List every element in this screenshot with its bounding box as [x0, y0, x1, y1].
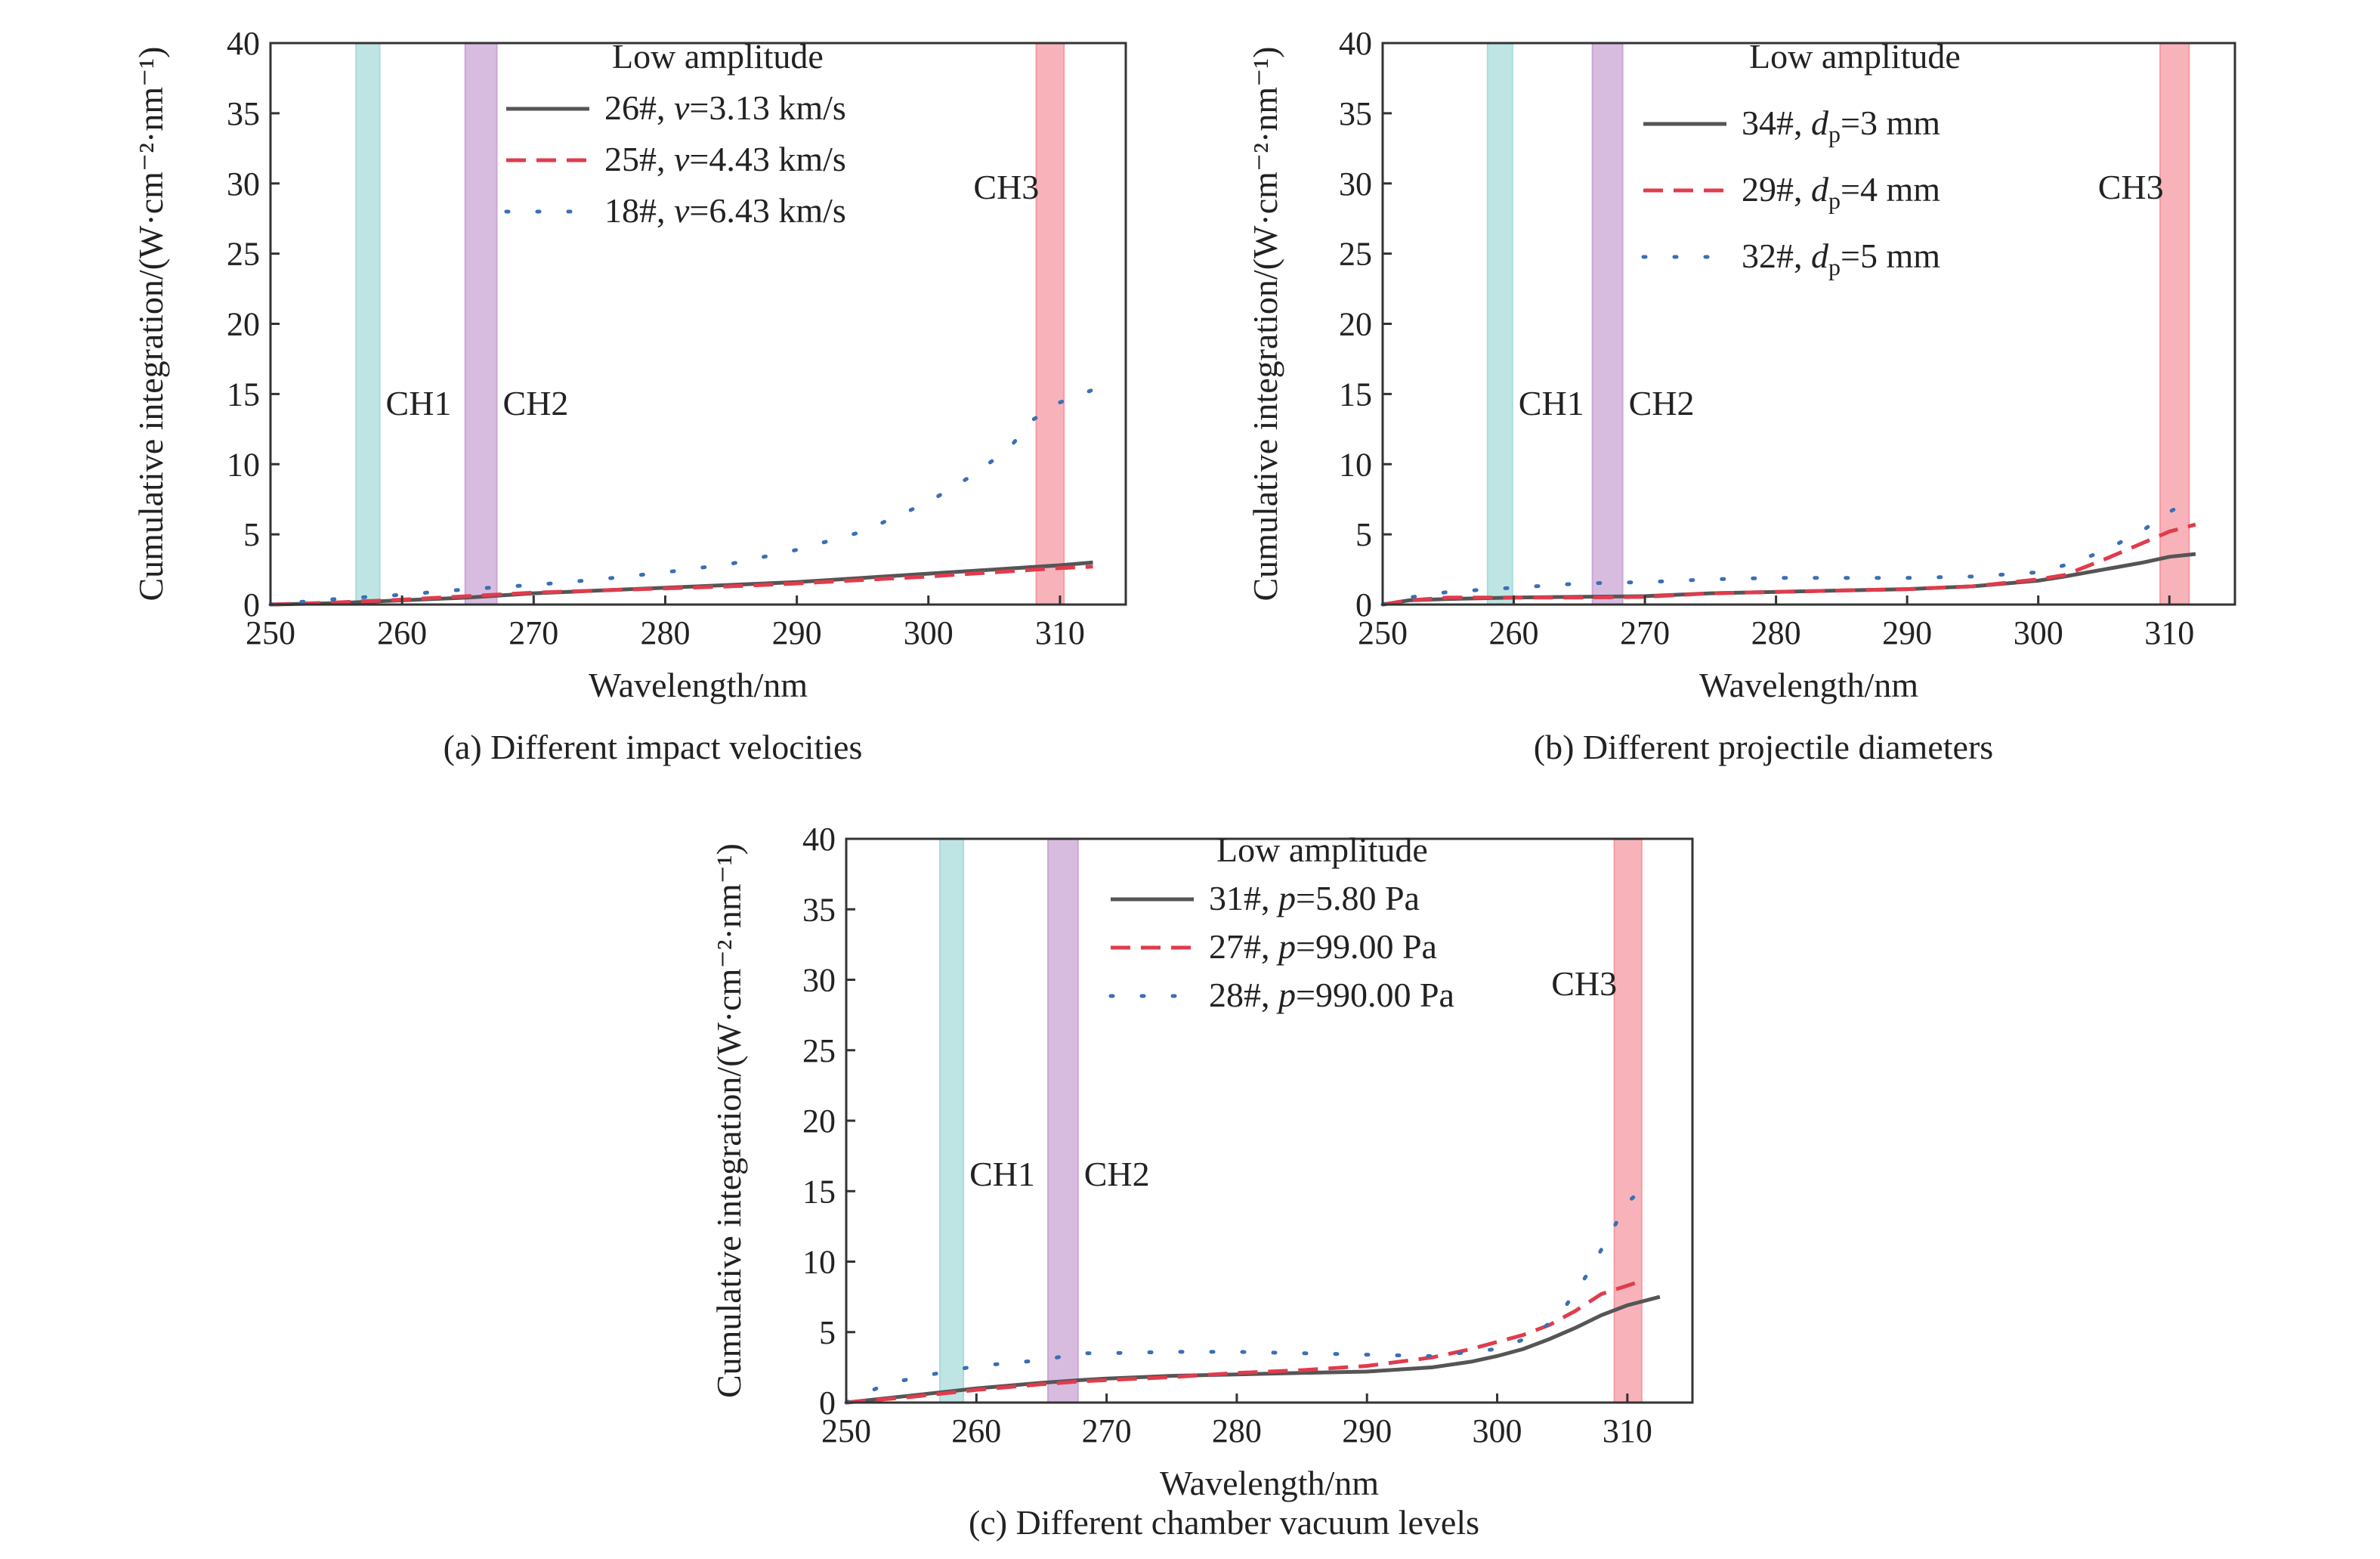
- plot-frame: [269, 42, 1127, 606]
- y-tick-label: 5: [819, 1314, 836, 1351]
- x-tick-label: 280: [1212, 1412, 1262, 1449]
- chart-panel-c: 250 260 270 280 290 300 310 0 5 10 15 20 25 30 35 40 Wav…: [709, 821, 1694, 1542]
- series-line-2: [1382, 522, 2196, 607]
- legend-entry: 29#, dp=4 mm: [1742, 170, 1940, 214]
- band-ch3: [2159, 42, 2190, 605]
- legend-title: Low amplitude: [612, 37, 824, 76]
- y-tick-label: 25: [1339, 236, 1372, 273]
- y-axis-label: Cumulative integration/(W·cm⁻²·nm⁻¹): [709, 843, 748, 1398]
- y-tick-label: 35: [1339, 95, 1372, 132]
- legend-entry: 34#, dp=3 mm: [1742, 104, 1940, 147]
- y-tick-label: 30: [227, 165, 260, 203]
- band-ch3: [1613, 838, 1643, 1403]
- band-label-ch3: CH3: [973, 168, 1039, 206]
- band-ch2: [1591, 42, 1624, 605]
- band-ch1: [1486, 42, 1513, 605]
- chart-panel-a: 250 260 270 280 290 300 310 0 5 10 15 20 25 30 35 40 Wav…: [131, 25, 1127, 766]
- x-tick-label: 310: [2144, 614, 2194, 651]
- x-axis-label: Wavelength/nm: [1699, 666, 1918, 704]
- y-tick-label: 40: [1339, 25, 1372, 62]
- series-line-2: [270, 565, 1093, 607]
- x-tick-label: 280: [640, 614, 690, 651]
- y-tick-label: 20: [1339, 306, 1372, 343]
- legend-entry: 26#, v=3.13 km/s: [604, 88, 846, 127]
- x-tick-label: 300: [1473, 1412, 1522, 1449]
- x-tick-label: 270: [1082, 1412, 1132, 1449]
- x-tick-label: 290: [772, 614, 822, 651]
- y-tick-label: 0: [1355, 586, 1372, 623]
- x-tick-label: 280: [1751, 614, 1801, 651]
- y-tick-label: 35: [227, 95, 260, 132]
- series-line-2: [845, 1279, 1641, 1405]
- legend-title: Low amplitude: [1749, 37, 1961, 76]
- band-ch1: [939, 838, 965, 1403]
- y-tick-label: 25: [802, 1032, 836, 1069]
- y-tick-label: 35: [802, 891, 836, 928]
- series-line-3: [268, 388, 1095, 607]
- x-tick-label: 310: [1035, 614, 1085, 651]
- y-tick-label: 15: [802, 1173, 836, 1210]
- series-line-1: [845, 1295, 1661, 1405]
- x-tick-label: 260: [377, 614, 427, 651]
- legend-entry: 31#, p=5.80 Pa: [1209, 879, 1420, 917]
- legend-entry: 32#, dp=5 mm: [1742, 237, 1940, 280]
- y-axis-label: Cumulative integration/(W·cm⁻²·nm⁻¹): [1246, 46, 1284, 601]
- x-axis-label: Wavelength/nm: [589, 666, 808, 704]
- legend-title: Low amplitude: [1216, 831, 1428, 869]
- band-label-ch2: CH2: [503, 384, 569, 422]
- x-tick-label: 250: [246, 614, 295, 651]
- y-tick-label: 15: [227, 376, 260, 413]
- panel-caption: (c) Different chamber vacuum levels: [969, 1503, 1479, 1542]
- y-tick-label: 5: [243, 516, 260, 553]
- band-label-ch1: CH1: [969, 1155, 1035, 1193]
- y-tick-label: 20: [802, 1103, 836, 1140]
- legend-entry: 25#, v=4.43 km/s: [604, 140, 846, 178]
- y-tick-label: 5: [1355, 516, 1372, 553]
- y-tick-label: 30: [802, 962, 836, 999]
- band-label-ch2: CH2: [1084, 1155, 1150, 1193]
- y-tick-label: 10: [227, 446, 260, 483]
- y-tick-label: 0: [243, 586, 260, 623]
- band-ch3: [1035, 42, 1065, 605]
- x-tick-label: 270: [508, 614, 558, 651]
- band-label-ch3: CH3: [2098, 168, 2164, 206]
- x-tick-label: 290: [1342, 1412, 1392, 1449]
- band-label-ch3: CH3: [1551, 964, 1617, 1003]
- x-tick-label: 290: [1882, 614, 1932, 651]
- x-tick-label: 310: [1603, 1412, 1652, 1449]
- y-tick-label: 40: [802, 821, 836, 858]
- chart-panel-b: 250 260 270 280 290 300 310 0 5 10 15 20 25 30 35 40 Wav…: [1246, 25, 2236, 766]
- x-tick-label: 300: [904, 614, 954, 651]
- y-tick-label: 15: [1339, 376, 1372, 413]
- x-tick-label: 260: [1489, 614, 1539, 651]
- y-axis-label: Cumulative integration/(W·cm⁻²·nm⁻¹): [131, 46, 170, 601]
- panel-caption: (b) Different projectile diameters: [1534, 728, 1993, 766]
- x-tick-label: 260: [951, 1412, 1001, 1449]
- band-label-ch2: CH2: [1629, 384, 1695, 422]
- x-tick-label: 250: [821, 1412, 871, 1449]
- y-tick-label: 10: [1339, 446, 1372, 483]
- y-tick-label: 20: [227, 306, 260, 343]
- band-ch2: [1047, 838, 1079, 1403]
- series-line-3: [844, 1175, 1655, 1405]
- y-tick-label: 25: [227, 236, 260, 273]
- legend-entry: 27#, p=99.00 Pa: [1209, 927, 1437, 966]
- x-tick-label: 250: [1358, 614, 1408, 651]
- y-tick-label: 10: [802, 1244, 836, 1281]
- x-axis-label: Wavelength/nm: [1160, 1464, 1379, 1502]
- x-tick-label: 300: [2014, 614, 2063, 651]
- band-ch2: [464, 42, 498, 605]
- band-label-ch1: CH1: [1519, 384, 1584, 422]
- legend-entry: 28#, p=990.00 Pa: [1209, 976, 1454, 1014]
- legend-entry: 18#, v=6.43 km/s: [604, 191, 846, 230]
- y-tick-label: 40: [227, 25, 260, 62]
- y-tick-label: 30: [1339, 165, 1372, 203]
- panel-caption: (a) Different impact velocities: [444, 728, 863, 766]
- band-label-ch1: CH1: [386, 384, 452, 422]
- x-tick-label: 270: [1620, 614, 1670, 651]
- y-tick-label: 0: [819, 1384, 836, 1421]
- band-ch1: [355, 42, 381, 605]
